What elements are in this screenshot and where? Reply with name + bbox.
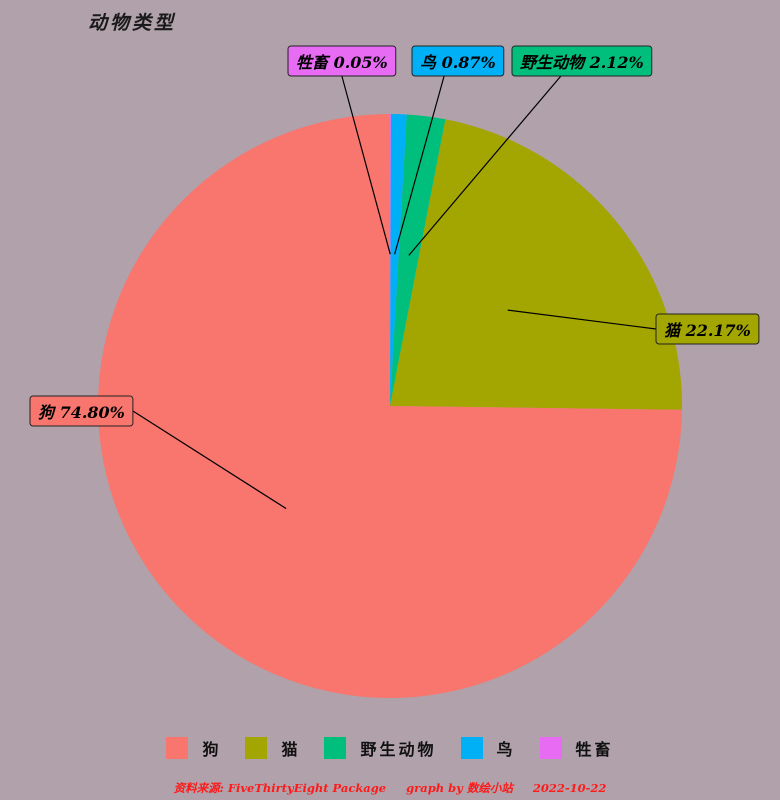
legend-label: 猫	[281, 740, 301, 759]
leader-line-2	[507, 309, 657, 330]
legend-label: 野生动物	[360, 740, 437, 759]
pie-slice-5	[390, 114, 391, 406]
legend-swatch	[166, 737, 189, 759]
slice-label-4: 鸟 0.87%	[420, 53, 496, 72]
chart-title: 动物类型	[88, 12, 177, 34]
slice-label-2: 猫 22.17%	[664, 321, 751, 340]
leader-line-1	[132, 410, 287, 510]
legend-label: 牲畜	[575, 740, 614, 759]
legend-item-4: 鸟	[460, 736, 516, 760]
legend: 狗 猫 野生动物 鸟 牲畜	[0, 736, 780, 760]
pie-chart: 牲畜 0.05% 鸟 0.87% 野生动物 2.12% 猫 22.17% 狗 74.80…	[29, 45, 760, 698]
pie-slice-4	[390, 114, 407, 407]
legend-item-5: 牲畜	[539, 736, 614, 760]
legend-swatch	[539, 737, 562, 759]
source-caption: 资料来源: FiveThirtyEight Package graph by 数…	[173, 781, 607, 795]
slice-label-3: 野生动物 2.12%	[520, 53, 644, 72]
leader-line-5	[341, 75, 391, 255]
leader-line-3	[408, 75, 562, 256]
legend-swatch	[324, 737, 347, 759]
slice-label-box-1	[29, 395, 134, 427]
legend-label: 鸟	[496, 740, 516, 759]
leader-line-4	[394, 75, 445, 255]
legend-item-2: 猫	[245, 736, 300, 760]
pie-slice-1	[97, 114, 682, 698]
slice-label-box-3	[511, 45, 653, 77]
pie-slice-3	[390, 114, 446, 407]
legend-label: 狗	[202, 740, 222, 759]
legend-swatch	[460, 737, 483, 759]
slice-label-box-2	[655, 313, 760, 345]
slice-label-box-4	[411, 45, 505, 77]
slice-label-5: 牲畜 0.05%	[296, 53, 388, 72]
legend-swatch	[245, 737, 268, 759]
legend-item-3: 野生动物	[324, 736, 436, 760]
slice-label-1: 狗 74.80%	[38, 403, 125, 422]
legend-item-1: 狗	[166, 736, 221, 760]
slice-label-box-5	[287, 45, 397, 77]
